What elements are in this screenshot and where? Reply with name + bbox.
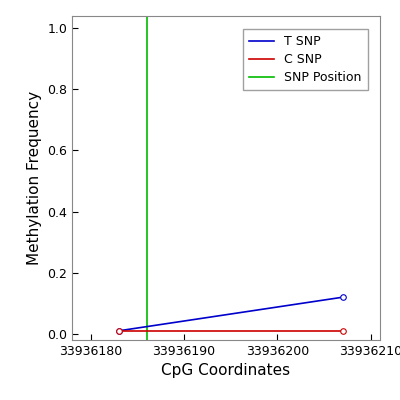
C SNP	[116, 328, 121, 333]
T SNP	[340, 295, 345, 300]
T SNP	[116, 328, 121, 333]
Y-axis label: Methylation Frequency: Methylation Frequency	[26, 91, 42, 265]
C SNP	[340, 328, 345, 333]
Legend: T SNP, C SNP, SNP Position: T SNP, C SNP, SNP Position	[243, 29, 368, 90]
Line: C SNP: C SNP	[116, 328, 346, 334]
Line: T SNP: T SNP	[116, 294, 346, 334]
X-axis label: CpG Coordinates: CpG Coordinates	[162, 364, 290, 378]
